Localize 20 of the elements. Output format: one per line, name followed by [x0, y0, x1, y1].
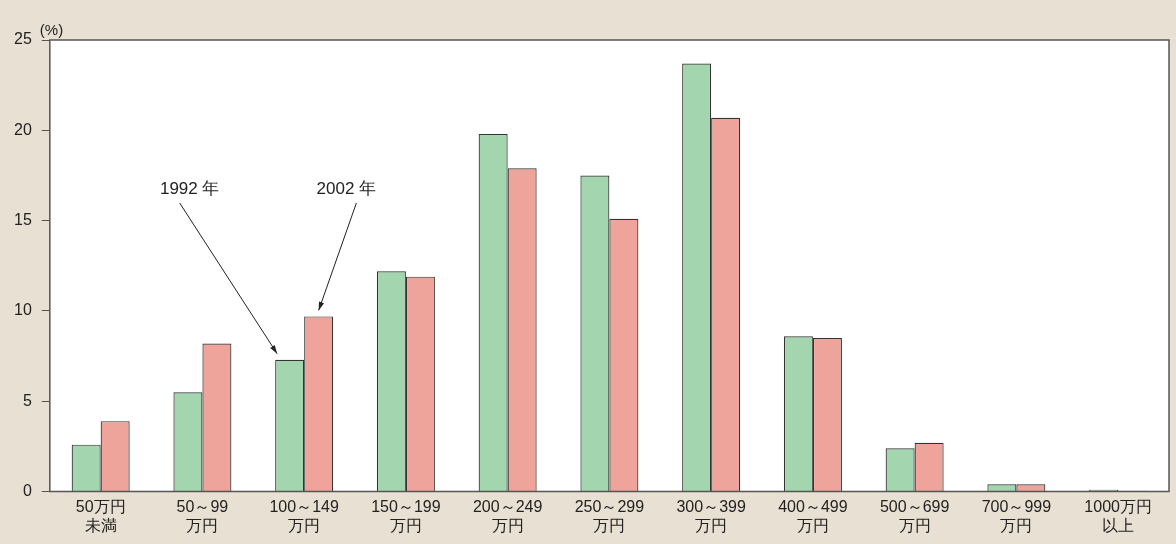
x-tick-label: 700～999万円 — [981, 497, 1052, 534]
text: 2002 年 — [316, 178, 377, 198]
x-tick-label: 300～399万円 — [676, 497, 746, 534]
x-tick-label: 500～699万円 — [879, 497, 950, 534]
x-tick-label: 50万円未満 — [75, 497, 126, 534]
x-tick-label: 100～149万円 — [269, 497, 339, 534]
x-tick-label: 50～99万円 — [176, 497, 229, 534]
y-tick-label: 0 — [22, 482, 32, 500]
x-tick-label: 250～299万円 — [574, 497, 645, 534]
y-tick-label: 10 — [14, 301, 32, 319]
y-tick-label: 25 — [14, 30, 32, 48]
y-tick-label: 5 — [22, 391, 32, 409]
y-tick-label: 20 — [14, 120, 32, 138]
x-tick-label: 400～499万円 — [778, 497, 848, 534]
y-axis-title: (%) — [39, 20, 64, 38]
text: 1992 年 — [159, 178, 220, 198]
x-tick-label: 200～249万円 — [472, 497, 543, 534]
x-tick-label: 1000万円以上 — [1084, 497, 1152, 534]
x-tick-label: 150～199万円 — [371, 497, 441, 534]
y-tick-label: 15 — [14, 211, 32, 229]
